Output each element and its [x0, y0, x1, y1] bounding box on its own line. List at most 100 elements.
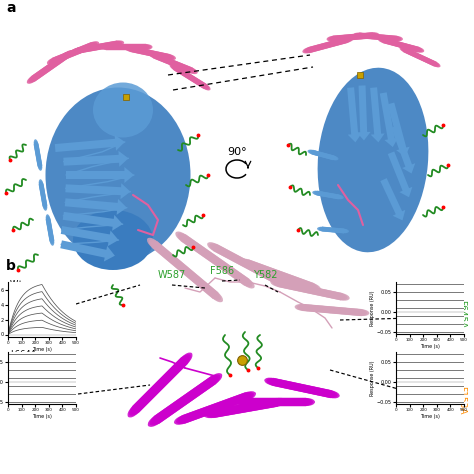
- Polygon shape: [388, 151, 412, 197]
- Ellipse shape: [368, 34, 380, 39]
- Ellipse shape: [171, 359, 186, 374]
- Ellipse shape: [47, 224, 52, 234]
- Ellipse shape: [265, 398, 284, 407]
- Ellipse shape: [177, 353, 192, 368]
- Ellipse shape: [124, 44, 137, 50]
- Ellipse shape: [103, 44, 116, 50]
- Ellipse shape: [363, 33, 376, 38]
- Ellipse shape: [400, 46, 410, 53]
- Ellipse shape: [295, 304, 310, 311]
- Ellipse shape: [290, 277, 306, 286]
- Ellipse shape: [196, 380, 213, 393]
- Ellipse shape: [322, 192, 332, 197]
- X-axis label: Time (s): Time (s): [32, 346, 52, 352]
- Ellipse shape: [323, 227, 333, 232]
- Ellipse shape: [249, 401, 268, 410]
- Ellipse shape: [221, 263, 236, 275]
- Ellipse shape: [207, 402, 225, 413]
- Ellipse shape: [276, 281, 292, 289]
- Ellipse shape: [304, 305, 319, 311]
- Ellipse shape: [150, 53, 162, 60]
- Ellipse shape: [255, 398, 273, 406]
- Ellipse shape: [42, 200, 47, 210]
- Ellipse shape: [46, 216, 51, 226]
- Ellipse shape: [397, 43, 409, 49]
- Ellipse shape: [332, 194, 342, 199]
- Ellipse shape: [402, 48, 412, 55]
- Ellipse shape: [306, 46, 319, 53]
- Ellipse shape: [189, 409, 207, 419]
- Ellipse shape: [210, 408, 228, 417]
- Ellipse shape: [258, 265, 274, 274]
- Ellipse shape: [429, 60, 439, 67]
- Ellipse shape: [381, 35, 393, 41]
- Ellipse shape: [263, 398, 281, 406]
- Ellipse shape: [319, 389, 336, 398]
- Ellipse shape: [179, 264, 193, 277]
- Ellipse shape: [35, 145, 39, 155]
- Ellipse shape: [392, 41, 403, 47]
- Ellipse shape: [175, 231, 191, 244]
- Ellipse shape: [196, 80, 207, 88]
- Ellipse shape: [311, 45, 323, 51]
- Ellipse shape: [339, 37, 352, 44]
- Ellipse shape: [326, 41, 338, 47]
- Ellipse shape: [315, 389, 332, 397]
- Ellipse shape: [234, 392, 252, 403]
- Ellipse shape: [186, 239, 201, 251]
- Ellipse shape: [49, 236, 55, 246]
- Ellipse shape: [40, 189, 45, 199]
- Ellipse shape: [105, 44, 118, 50]
- Ellipse shape: [342, 35, 355, 40]
- Ellipse shape: [150, 380, 165, 395]
- Ellipse shape: [206, 409, 225, 418]
- Ellipse shape: [232, 393, 250, 404]
- Ellipse shape: [324, 193, 334, 198]
- Ellipse shape: [286, 275, 302, 285]
- Ellipse shape: [175, 67, 185, 75]
- Ellipse shape: [205, 373, 222, 387]
- Ellipse shape: [192, 382, 210, 396]
- Ellipse shape: [50, 55, 64, 64]
- Ellipse shape: [410, 52, 420, 58]
- Ellipse shape: [313, 388, 330, 396]
- Ellipse shape: [324, 228, 334, 232]
- Ellipse shape: [275, 272, 292, 281]
- Ellipse shape: [136, 44, 149, 50]
- Ellipse shape: [133, 47, 146, 54]
- Ellipse shape: [321, 227, 331, 232]
- Ellipse shape: [233, 256, 248, 266]
- Polygon shape: [60, 240, 115, 262]
- Ellipse shape: [319, 192, 329, 197]
- Ellipse shape: [269, 398, 287, 406]
- X-axis label: Time (s): Time (s): [420, 344, 440, 348]
- Ellipse shape: [173, 62, 185, 69]
- Ellipse shape: [283, 274, 300, 284]
- Ellipse shape: [47, 223, 52, 233]
- Ellipse shape: [329, 40, 342, 46]
- Ellipse shape: [246, 263, 261, 273]
- Ellipse shape: [329, 307, 344, 314]
- Ellipse shape: [331, 39, 344, 46]
- Ellipse shape: [141, 49, 154, 55]
- Ellipse shape: [182, 72, 193, 80]
- Ellipse shape: [36, 152, 41, 162]
- Ellipse shape: [228, 254, 244, 264]
- Ellipse shape: [326, 307, 340, 313]
- Ellipse shape: [281, 282, 296, 289]
- Ellipse shape: [337, 308, 352, 315]
- Ellipse shape: [263, 272, 278, 282]
- Ellipse shape: [333, 39, 345, 46]
- Ellipse shape: [226, 405, 245, 414]
- Ellipse shape: [254, 267, 270, 278]
- Ellipse shape: [93, 82, 153, 137]
- Polygon shape: [63, 212, 123, 231]
- Ellipse shape: [211, 245, 227, 255]
- Ellipse shape: [45, 62, 57, 71]
- Ellipse shape: [147, 238, 162, 251]
- Ellipse shape: [238, 391, 256, 401]
- Ellipse shape: [181, 266, 195, 279]
- Ellipse shape: [110, 44, 123, 50]
- Ellipse shape: [149, 239, 164, 253]
- Ellipse shape: [112, 44, 125, 50]
